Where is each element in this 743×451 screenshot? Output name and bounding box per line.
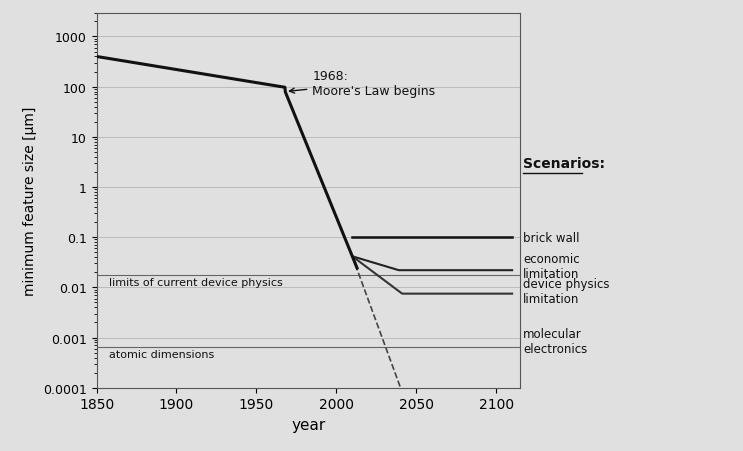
Text: atomic dimensions: atomic dimensions	[109, 349, 215, 359]
Text: Scenarios:: Scenarios:	[523, 156, 606, 170]
Text: 1968:
Moore's Law begins: 1968: Moore's Law begins	[290, 69, 435, 97]
X-axis label: year: year	[291, 417, 325, 432]
Text: brick wall: brick wall	[523, 231, 580, 244]
Text: molecular
electronics: molecular electronics	[523, 327, 588, 355]
Text: device physics
limitation: device physics limitation	[523, 277, 610, 305]
Y-axis label: minimum feature size [μm]: minimum feature size [μm]	[24, 106, 37, 295]
Text: economic
limitation: economic limitation	[523, 252, 580, 280]
Text: limits of current device physics: limits of current device physics	[109, 277, 283, 287]
